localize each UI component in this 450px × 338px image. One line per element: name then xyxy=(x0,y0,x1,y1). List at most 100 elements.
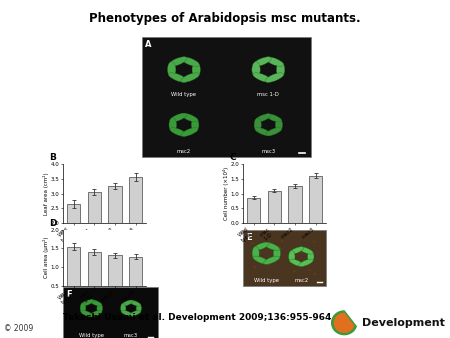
Ellipse shape xyxy=(266,114,282,122)
Ellipse shape xyxy=(89,311,102,317)
Polygon shape xyxy=(334,313,354,332)
Ellipse shape xyxy=(129,300,141,306)
Ellipse shape xyxy=(181,113,198,122)
Ellipse shape xyxy=(282,245,284,248)
Bar xyxy=(267,191,281,223)
Ellipse shape xyxy=(272,239,275,241)
Ellipse shape xyxy=(290,267,292,269)
Ellipse shape xyxy=(302,242,304,245)
Ellipse shape xyxy=(265,57,284,66)
Bar xyxy=(243,230,326,286)
Y-axis label: Cell number (×10⁴): Cell number (×10⁴) xyxy=(223,167,229,220)
Ellipse shape xyxy=(121,310,133,316)
Bar xyxy=(63,287,158,338)
Bar xyxy=(87,192,101,282)
Text: B: B xyxy=(50,153,56,162)
Ellipse shape xyxy=(315,261,319,263)
Ellipse shape xyxy=(121,300,133,306)
Ellipse shape xyxy=(80,303,86,314)
Ellipse shape xyxy=(169,73,187,82)
Ellipse shape xyxy=(252,246,259,260)
Ellipse shape xyxy=(276,62,285,77)
Text: © 2009: © 2009 xyxy=(4,324,34,333)
Ellipse shape xyxy=(253,256,269,264)
Ellipse shape xyxy=(181,73,199,82)
Ellipse shape xyxy=(97,303,103,314)
Ellipse shape xyxy=(299,259,313,266)
Ellipse shape xyxy=(169,118,176,132)
Ellipse shape xyxy=(254,118,261,131)
Ellipse shape xyxy=(307,250,314,263)
Ellipse shape xyxy=(261,235,263,237)
Ellipse shape xyxy=(167,62,176,77)
Ellipse shape xyxy=(252,62,260,77)
Ellipse shape xyxy=(181,128,198,136)
Ellipse shape xyxy=(264,274,267,276)
Ellipse shape xyxy=(275,118,283,131)
Text: msc3: msc3 xyxy=(261,149,275,154)
Bar xyxy=(129,257,143,304)
Ellipse shape xyxy=(296,256,299,258)
Ellipse shape xyxy=(273,251,276,254)
Ellipse shape xyxy=(287,272,290,274)
Ellipse shape xyxy=(253,57,271,66)
Bar xyxy=(247,198,260,223)
Ellipse shape xyxy=(136,303,141,313)
Ellipse shape xyxy=(258,236,262,238)
Text: D: D xyxy=(50,219,57,228)
Ellipse shape xyxy=(264,256,279,264)
Bar xyxy=(67,204,80,282)
Ellipse shape xyxy=(316,273,319,276)
Ellipse shape xyxy=(253,242,269,250)
Text: Phenotypes of Arabidopsis msc mutants.: Phenotypes of Arabidopsis msc mutants. xyxy=(89,12,361,25)
Ellipse shape xyxy=(288,250,295,263)
Bar xyxy=(67,247,80,304)
Ellipse shape xyxy=(121,303,126,313)
Ellipse shape xyxy=(264,242,279,250)
Ellipse shape xyxy=(297,261,301,262)
Bar xyxy=(129,177,143,282)
Ellipse shape xyxy=(169,57,187,66)
Ellipse shape xyxy=(170,113,187,122)
Text: msc2: msc2 xyxy=(177,149,191,154)
Ellipse shape xyxy=(265,73,284,82)
Ellipse shape xyxy=(255,114,271,122)
Ellipse shape xyxy=(299,247,313,254)
Text: Development: Development xyxy=(362,318,445,328)
Ellipse shape xyxy=(275,267,279,268)
Bar xyxy=(309,176,323,223)
Text: Wild type: Wild type xyxy=(254,278,279,283)
Y-axis label: Cell area (µm²): Cell area (µm²) xyxy=(43,237,49,279)
Ellipse shape xyxy=(253,73,271,82)
Bar xyxy=(108,255,122,304)
Text: E: E xyxy=(247,233,252,242)
Bar xyxy=(288,186,302,223)
Ellipse shape xyxy=(81,299,94,306)
Text: Wild type: Wild type xyxy=(79,333,104,338)
Bar xyxy=(87,252,101,304)
Text: C: C xyxy=(230,153,236,162)
Ellipse shape xyxy=(297,261,300,263)
Ellipse shape xyxy=(266,127,282,136)
Polygon shape xyxy=(332,311,356,335)
Bar xyxy=(108,186,122,282)
Ellipse shape xyxy=(289,259,304,266)
Ellipse shape xyxy=(255,127,271,136)
Ellipse shape xyxy=(181,57,199,66)
Ellipse shape xyxy=(192,62,200,77)
Bar xyxy=(142,37,310,157)
Ellipse shape xyxy=(191,118,199,132)
Ellipse shape xyxy=(81,311,94,317)
Ellipse shape xyxy=(289,249,292,251)
Text: msc 1-D: msc 1-D xyxy=(257,92,279,97)
Text: A: A xyxy=(145,40,152,49)
Y-axis label: Leaf area (cm²): Leaf area (cm²) xyxy=(43,172,49,215)
Text: Wild type: Wild type xyxy=(171,92,197,97)
Text: Takeshi Usami et al. Development 2009;136:955-964: Takeshi Usami et al. Development 2009;13… xyxy=(63,313,331,322)
Text: msc2: msc2 xyxy=(294,278,308,283)
Ellipse shape xyxy=(276,238,280,240)
Ellipse shape xyxy=(170,128,187,136)
Ellipse shape xyxy=(273,246,280,260)
Ellipse shape xyxy=(89,299,102,306)
Ellipse shape xyxy=(252,260,254,263)
